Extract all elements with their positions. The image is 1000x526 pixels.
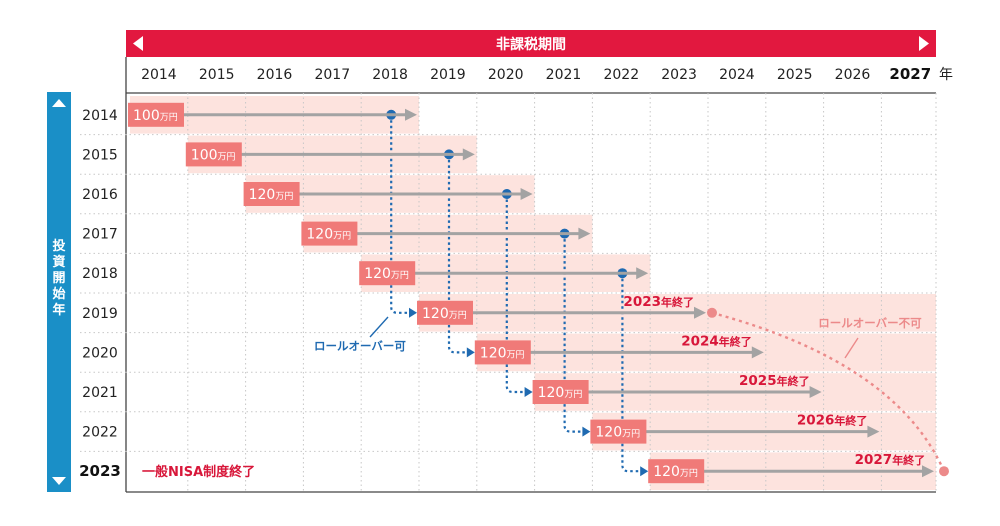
triangle-up-icon <box>52 99 66 107</box>
amount-badge-text: 100万円 <box>133 108 178 124</box>
amount-badge-text: 120万円 <box>306 227 351 243</box>
row-year-2014: 2014 <box>82 108 118 124</box>
column-year-2023: 2023 <box>661 67 697 83</box>
tax-free-period-label: 非課税期間 <box>496 36 566 53</box>
rollover-ok-note: ロールオーバー可 <box>314 339 406 353</box>
arrow-head-icon <box>636 267 649 280</box>
arrow-head-icon <box>520 188 533 200</box>
amount-badge-text: 120万円 <box>364 266 409 282</box>
amount-badge-text: 120万円 <box>538 385 583 401</box>
arrow-head-icon <box>922 465 934 478</box>
row-year-2019: 2019 <box>82 306 118 322</box>
rollover-arrow-icon <box>524 387 533 397</box>
amount-badge-text: 100万円 <box>191 147 236 163</box>
column-year-2020: 2020 <box>488 67 524 83</box>
amount-badge-text: 120万円 <box>653 464 698 480</box>
rollover-ng-pointer <box>844 337 859 359</box>
row-year-2018: 2018 <box>82 266 118 282</box>
sidebar-label-char: 資 <box>52 254 65 270</box>
arrow-head-icon <box>462 148 475 161</box>
rollover-arrow-icon <box>582 426 591 437</box>
amount-badge-text: 120万円 <box>480 345 525 361</box>
column-year-2025: 2025 <box>777 67 813 83</box>
column-year-2022: 2022 <box>603 67 639 83</box>
triangle-down-icon <box>52 477 66 485</box>
amount-badge <box>359 261 416 286</box>
tax-free-period-bar <box>126 30 936 57</box>
year-suffix: 年 <box>939 67 953 83</box>
row-year-2021: 2021 <box>82 385 118 401</box>
left-arrow-icon <box>133 36 143 51</box>
row-year-2015: 2015 <box>82 147 118 163</box>
arrow-head-icon <box>694 306 706 319</box>
amount-badge-text: 120万円 <box>249 187 294 203</box>
column-year-2019: 2019 <box>430 67 466 83</box>
column-year-2014: 2014 <box>141 67 177 83</box>
row-year-2023: 2023 <box>79 462 121 480</box>
column-year-2017: 2017 <box>314 67 350 83</box>
row-year-2020: 2020 <box>82 345 118 361</box>
row-year-2016: 2016 <box>82 187 118 203</box>
arrow-head-icon <box>809 386 822 398</box>
sidebar-label-char: 始 <box>52 286 65 302</box>
rollover-ok-pointer <box>369 316 389 338</box>
column-year-2015: 2015 <box>199 67 235 83</box>
amount-badge <box>243 182 300 206</box>
amount-badge <box>185 142 242 167</box>
amount-badge <box>590 419 647 444</box>
arrow-head-icon <box>867 425 880 438</box>
period-end-label: 2027年終了 <box>855 452 926 468</box>
rollover-arrow-icon <box>466 347 475 358</box>
amount-badge-text: 120万円 <box>422 306 467 322</box>
amount-badge <box>532 380 589 404</box>
rollover-arrow-icon <box>640 466 649 477</box>
column-year-2024: 2024 <box>719 67 755 83</box>
right-arrow-icon <box>919 36 929 51</box>
amount-badge <box>648 459 705 484</box>
amount-badge <box>417 300 473 325</box>
period-end-label: 2023年終了 <box>623 294 694 310</box>
column-year-2016: 2016 <box>257 67 293 83</box>
rollover-arrow-icon <box>409 307 417 318</box>
arrow-head-icon <box>405 108 417 121</box>
investment-start-year-bar <box>47 92 71 492</box>
arrow-head-icon <box>751 346 764 359</box>
amount-badge <box>301 221 358 246</box>
sidebar-label-char: 開 <box>52 271 65 286</box>
column-year-2021: 2021 <box>546 67 582 83</box>
period-end-label: 2024年終了 <box>681 333 752 349</box>
amount-badge <box>474 340 531 365</box>
amount-badge <box>128 102 184 127</box>
rollover-ng-end-dot <box>939 466 949 477</box>
rollover-ng-note: ロールオーバー不可 <box>818 316 922 330</box>
column-year-2018: 2018 <box>372 67 408 83</box>
column-year-2026: 2026 <box>835 67 871 83</box>
period-end-label: 2026年終了 <box>797 413 868 429</box>
amount-badge-text: 120万円 <box>595 425 640 441</box>
sidebar-label-char: 年 <box>52 302 65 318</box>
rollover-ng-path <box>711 311 946 472</box>
arrow-head-icon <box>578 227 591 240</box>
period-end-label: 2025年終了 <box>739 373 810 389</box>
row-year-2017: 2017 <box>82 227 118 243</box>
column-year-2027: 2027 <box>889 65 931 83</box>
sidebar-label-char: 投 <box>52 238 65 254</box>
rollover-ng-start-dot <box>707 307 717 318</box>
row-year-2022: 2022 <box>82 425 118 441</box>
nisa-end-note: 一般NISA制度終了 <box>142 464 255 480</box>
